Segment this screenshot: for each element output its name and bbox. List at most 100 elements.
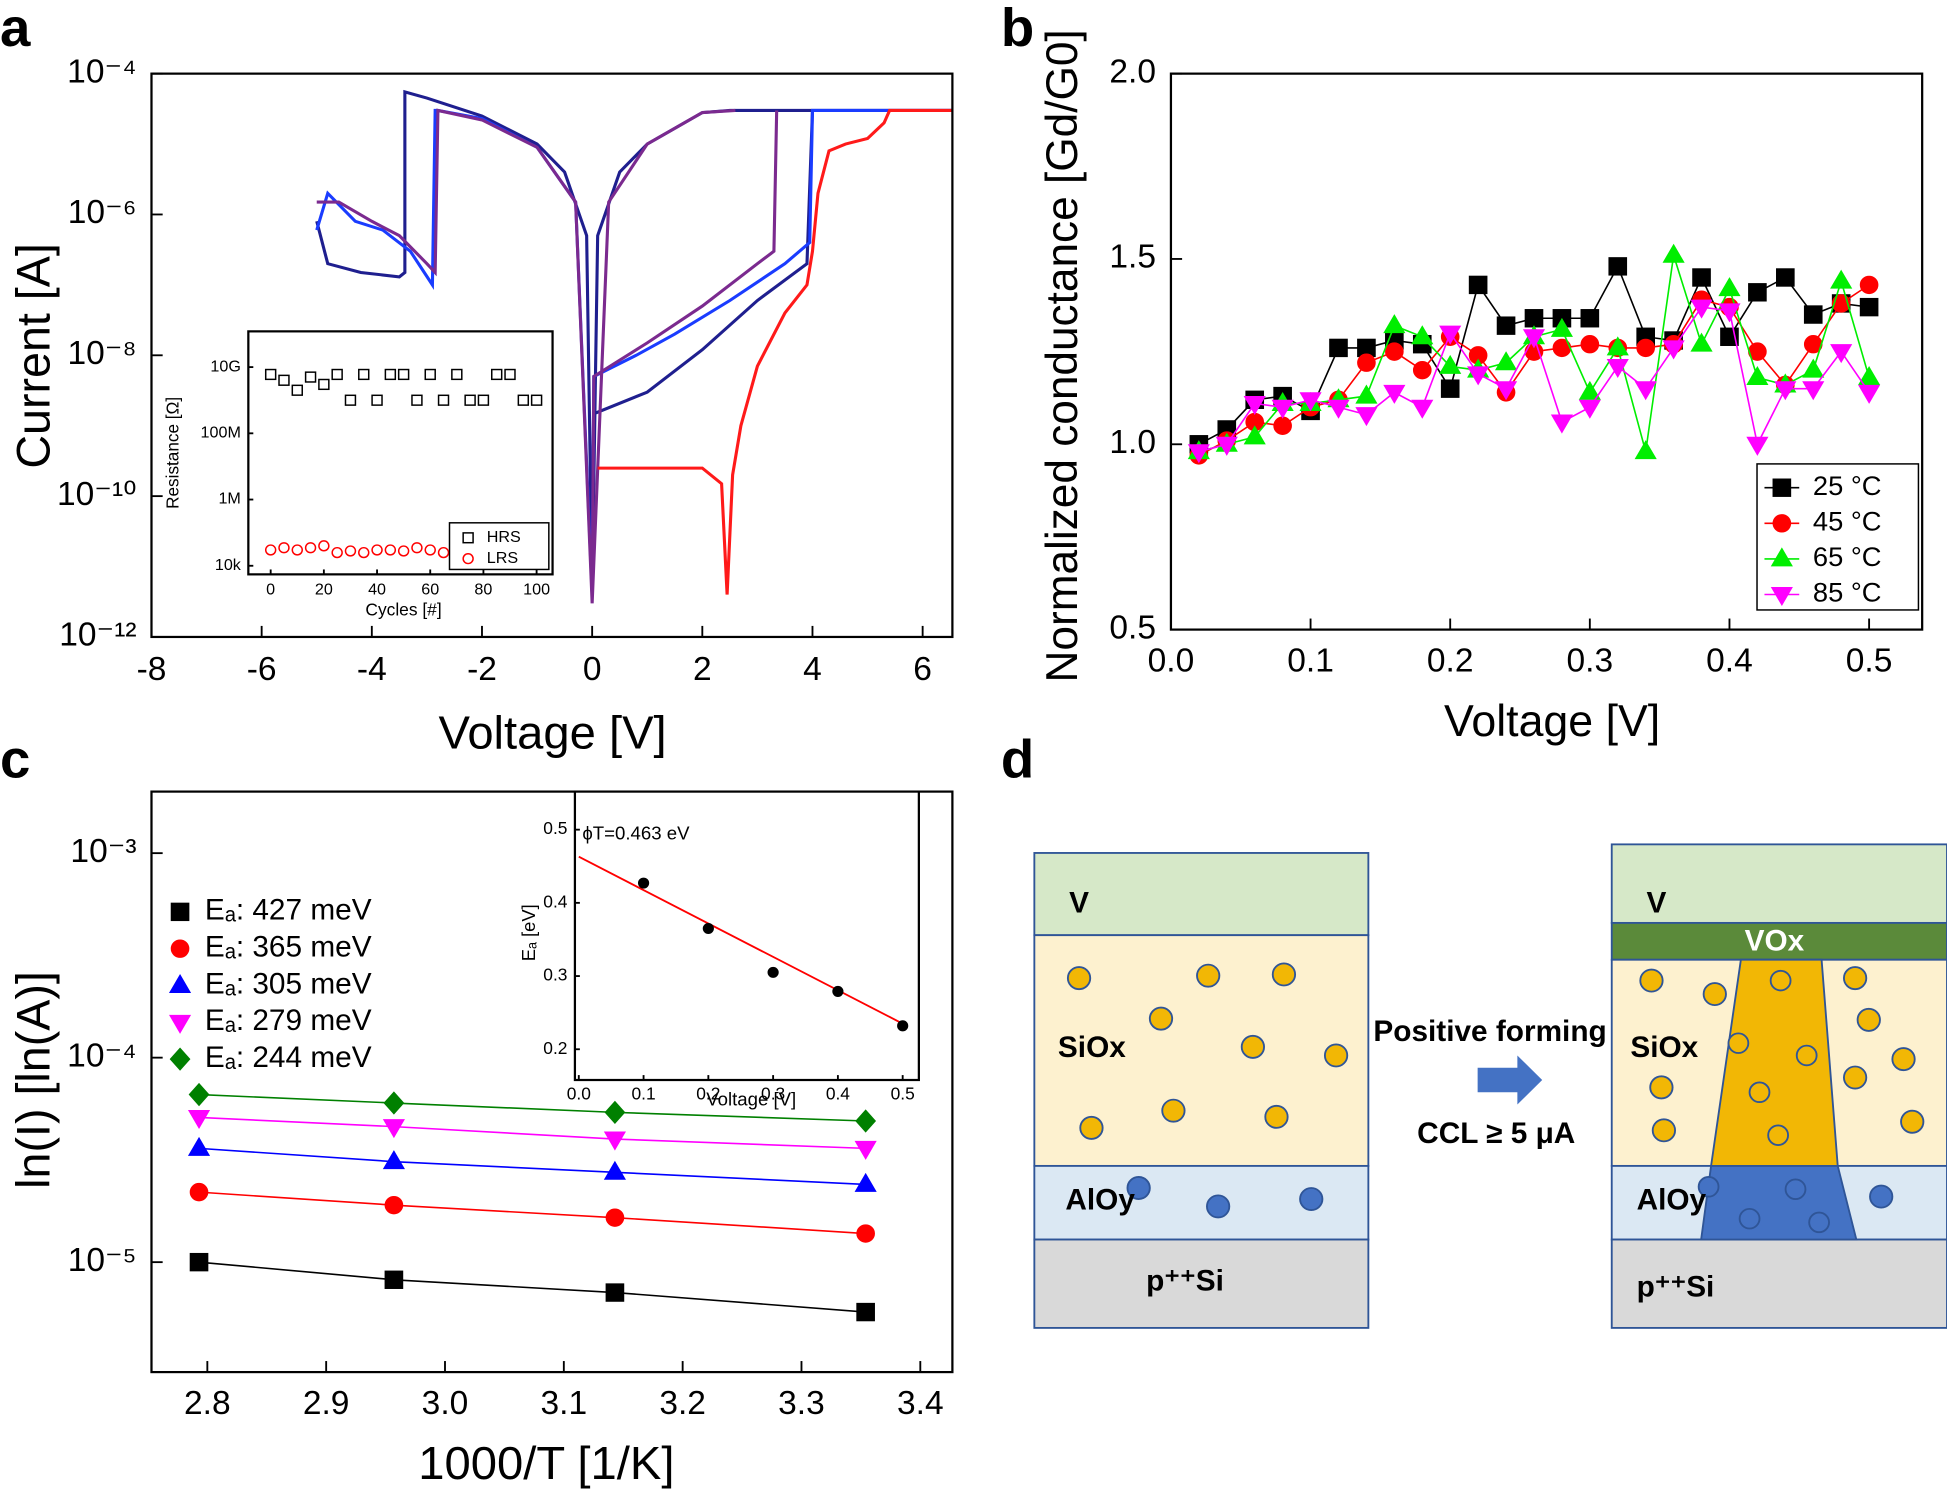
x-axis-title: 1000/T [1/K] bbox=[418, 1437, 674, 1489]
x-tick-label: 0.1 bbox=[1287, 643, 1334, 680]
marker bbox=[1357, 353, 1376, 372]
x-tick-label: 3.3 bbox=[778, 1385, 825, 1422]
legend-marker bbox=[168, 1014, 192, 1034]
plot-frame bbox=[247, 330, 554, 576]
marker bbox=[397, 368, 410, 381]
y-tick-label: 1.0 bbox=[1109, 424, 1156, 461]
particles bbox=[1066, 962, 1349, 1140]
chart: 2.8 2.9 3.0 3.1 3.2 3.3 3.4 10⁻³ 10⁻⁴ 10⁻⁵ 1000/T … bbox=[7, 790, 954, 1489]
marker bbox=[264, 544, 277, 556]
plot-frame bbox=[1169, 72, 1924, 631]
x-axis-title: Voltage [V] bbox=[438, 707, 666, 759]
layer-label: SiOx bbox=[1058, 1031, 1126, 1064]
marker bbox=[384, 544, 397, 556]
marker bbox=[702, 922, 714, 934]
y-tick-label: 0.2 bbox=[543, 1038, 567, 1058]
marker bbox=[1215, 436, 1238, 456]
marker bbox=[605, 1208, 625, 1227]
diagram: V SiOx AlOy p⁺⁺Si Positive forming CCL ≥… bbox=[1033, 843, 1947, 1329]
marker bbox=[344, 394, 357, 406]
y-axis-title: Resistance [Ω] bbox=[162, 397, 182, 509]
x-axis-title: Voltage [V] bbox=[1444, 697, 1660, 746]
marker bbox=[424, 544, 436, 556]
marker bbox=[1522, 329, 1546, 349]
condition-label: CCL ≥ 5 μA bbox=[1417, 1117, 1575, 1150]
x-tick-label: 0 bbox=[266, 581, 275, 599]
legend-label: HRS bbox=[487, 528, 521, 546]
panel-label: b bbox=[1001, 0, 1034, 58]
marker bbox=[897, 1020, 909, 1032]
x-tick-label: 0.1 bbox=[631, 1083, 655, 1103]
marker bbox=[384, 368, 397, 381]
y-tick-label: 100M bbox=[201, 424, 241, 442]
panel-label: c bbox=[0, 729, 30, 790]
legend-marker bbox=[1770, 587, 1793, 607]
marker bbox=[1524, 309, 1544, 328]
marker bbox=[1634, 440, 1657, 460]
particles bbox=[1697, 1176, 1894, 1234]
marker bbox=[384, 1195, 404, 1215]
marker bbox=[291, 544, 303, 556]
marker bbox=[854, 1140, 877, 1160]
marker bbox=[464, 394, 476, 406]
chart: 0 20 40 60 80 100 10k 1M 100M 10G Cycles [#] Resist… bbox=[162, 330, 554, 620]
x-tick-label: 0.5 bbox=[891, 1083, 915, 1103]
marker bbox=[605, 1283, 625, 1302]
x-tick-label: 3.1 bbox=[541, 1385, 588, 1422]
x-axis-title: Voltage [V] bbox=[706, 1089, 796, 1110]
marker bbox=[304, 542, 317, 554]
x-tick-label: 2.9 bbox=[303, 1385, 350, 1422]
marker bbox=[1692, 268, 1711, 287]
marker bbox=[1439, 325, 1462, 345]
series-line bbox=[198, 1093, 866, 1122]
particles bbox=[1639, 966, 1925, 1146]
layer bbox=[1610, 1238, 1947, 1329]
x-tick-label: 0.4 bbox=[826, 1083, 851, 1103]
marker bbox=[424, 368, 436, 381]
marker bbox=[331, 368, 343, 381]
y-tick-label: 10⁻⁴ bbox=[67, 1038, 136, 1075]
x-tick-label: 0 bbox=[583, 651, 602, 688]
marker bbox=[1496, 316, 1516, 335]
plot-frame bbox=[573, 790, 920, 1082]
marker bbox=[855, 1109, 877, 1133]
legend-marker bbox=[168, 973, 192, 993]
legend-marker bbox=[170, 902, 190, 922]
plot-area bbox=[187, 1082, 877, 1322]
marker bbox=[1802, 358, 1825, 378]
marker bbox=[1550, 317, 1573, 337]
y-tick-label: 0.5 bbox=[543, 818, 567, 838]
marker bbox=[1748, 283, 1767, 302]
y-axis-title: ln(I) [ln(A)] bbox=[7, 971, 59, 1189]
x-tick-label: 0.4 bbox=[1706, 643, 1753, 680]
x-tick-label: 2.8 bbox=[184, 1385, 231, 1422]
x-tick-label: -2 bbox=[467, 651, 497, 688]
legend-marker bbox=[462, 553, 474, 565]
marker bbox=[1383, 384, 1406, 404]
marker bbox=[291, 384, 303, 396]
x-tick-label: 4 bbox=[803, 651, 822, 688]
legend-marker bbox=[462, 532, 474, 544]
panel-label: d bbox=[1001, 729, 1034, 790]
x-tick-label: 60 bbox=[421, 581, 439, 599]
legend-label: 45 °C bbox=[1813, 506, 1882, 537]
marker bbox=[637, 877, 650, 889]
marker bbox=[1776, 268, 1795, 287]
y-tick-label: 0.3 bbox=[543, 965, 567, 985]
marker bbox=[1634, 381, 1657, 401]
marker bbox=[491, 368, 503, 381]
marker bbox=[767, 966, 779, 978]
marker bbox=[603, 1131, 626, 1151]
marker bbox=[1580, 309, 1600, 328]
marker bbox=[278, 374, 290, 386]
marker bbox=[411, 394, 423, 406]
legend-label: Eₐ: 279 meV bbox=[205, 1004, 372, 1037]
marker bbox=[604, 1100, 626, 1125]
marker bbox=[189, 1182, 209, 1202]
arrow bbox=[1477, 1055, 1543, 1105]
chart: -8 -6 -4 -2 0 2 4 6 10⁻⁴ 10⁻⁶ 10⁻⁸ 10⁻¹⁰ 10⁻¹² Voltag… bbox=[7, 54, 954, 759]
x-tick-label: 20 bbox=[315, 581, 333, 599]
marker bbox=[1859, 297, 1879, 317]
marker bbox=[278, 542, 290, 554]
plot-frame bbox=[150, 790, 954, 1374]
